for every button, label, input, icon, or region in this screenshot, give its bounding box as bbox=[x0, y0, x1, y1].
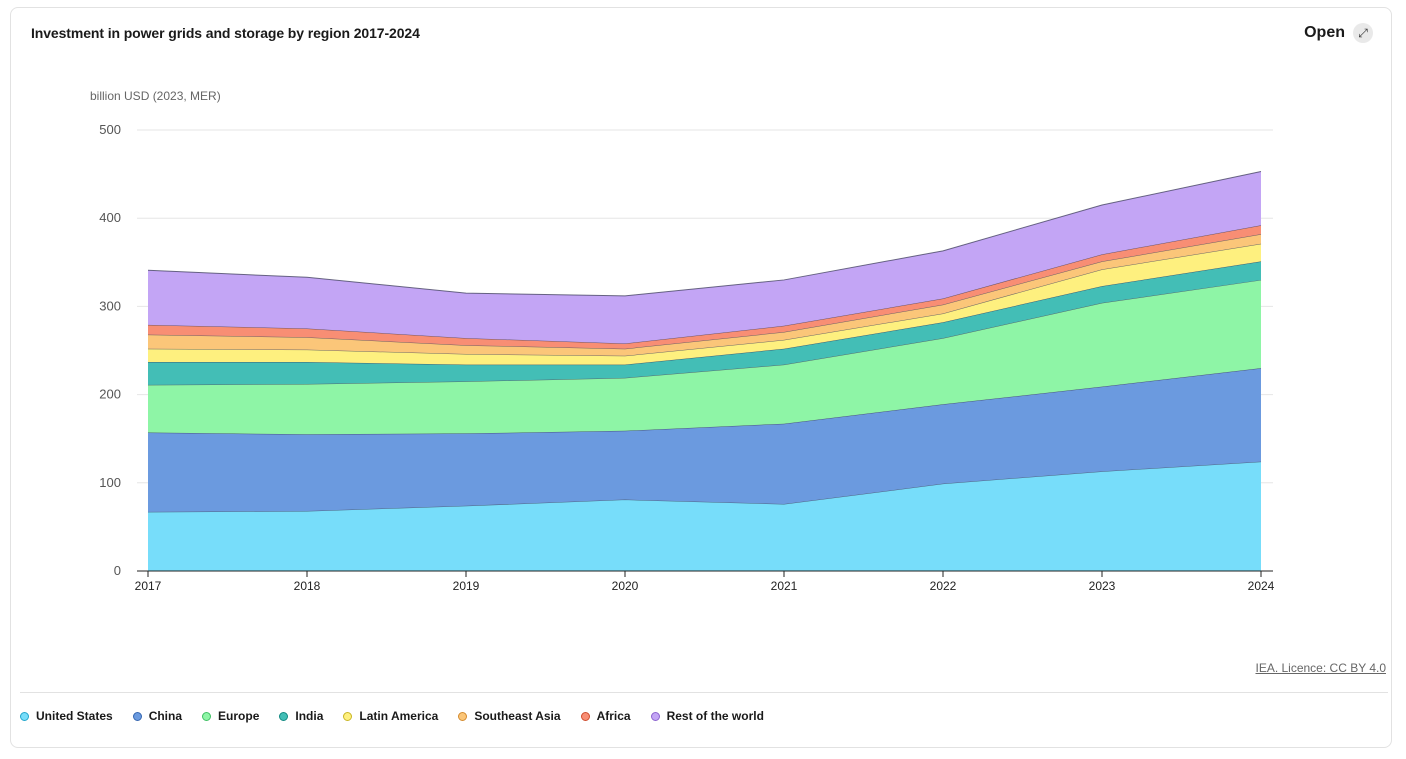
x-tick-label: 2020 bbox=[612, 579, 639, 593]
y-tick-label: 400 bbox=[99, 210, 121, 225]
y-tick-label: 0 bbox=[114, 563, 121, 578]
legend-dot-icon bbox=[650, 711, 660, 721]
area-series-4[interactable] bbox=[148, 243, 1261, 365]
legend-item[interactable]: Africa bbox=[580, 709, 631, 723]
legend-label: Africa bbox=[596, 709, 631, 723]
legend-label: India bbox=[295, 709, 324, 723]
x-tick-label: 2018 bbox=[294, 579, 321, 593]
legend-item[interactable]: Latin America bbox=[343, 709, 438, 723]
legend-item[interactable]: Europe bbox=[202, 709, 259, 723]
x-tick-label: 2023 bbox=[1089, 579, 1116, 593]
y-tick-label: 200 bbox=[99, 387, 121, 402]
chart-title: Investment in power grids and storage by… bbox=[31, 25, 420, 41]
area-series-3[interactable] bbox=[148, 261, 1261, 385]
legend-label: Rest of the world bbox=[666, 709, 764, 723]
legend-label: Europe bbox=[218, 709, 260, 723]
x-tick-label: 2022 bbox=[930, 579, 957, 593]
x-tick-label: 2021 bbox=[771, 579, 798, 593]
legend-dot-icon bbox=[279, 711, 289, 721]
legend-label: Southeast Asia bbox=[474, 709, 561, 723]
legend-divider bbox=[20, 692, 1388, 693]
area-series-1[interactable] bbox=[148, 368, 1261, 512]
x-tick-label: 2024 bbox=[1248, 579, 1275, 593]
area-series-0[interactable] bbox=[148, 461, 1261, 571]
legend-dot-icon bbox=[343, 711, 353, 721]
legend-dot-icon bbox=[458, 711, 468, 721]
licence-link[interactable]: IEA. Licence: CC BY 4.0 bbox=[1255, 661, 1386, 675]
legend-item[interactable]: Rest of the world bbox=[650, 709, 764, 723]
open-button[interactable]: Open ⤢ bbox=[1304, 23, 1373, 43]
legend-dot-icon bbox=[202, 711, 212, 721]
open-label: Open bbox=[1304, 24, 1345, 41]
area-edge-7 bbox=[147, 170, 1262, 297]
legend-item[interactable]: India bbox=[279, 709, 323, 723]
legend-label: China bbox=[148, 709, 183, 723]
legend-label: Latin America bbox=[359, 709, 439, 723]
legend-item[interactable]: Southeast Asia bbox=[458, 709, 561, 723]
y-tick-label: 300 bbox=[99, 298, 121, 313]
area-series-7[interactable] bbox=[148, 171, 1261, 344]
legend-label: United States bbox=[36, 709, 113, 723]
area-series-2[interactable] bbox=[148, 279, 1261, 435]
y-tick-label: 500 bbox=[99, 122, 121, 137]
x-tick-label: 2019 bbox=[453, 579, 480, 593]
y-axis-label: billion USD (2023, MER) bbox=[90, 89, 221, 103]
area-series-5[interactable] bbox=[148, 234, 1261, 356]
x-tick-label: 2017 bbox=[135, 579, 162, 593]
legend: United States China Europe India Latin Ameri… bbox=[20, 709, 764, 723]
area-series-6[interactable] bbox=[148, 225, 1261, 349]
legend-dot-icon bbox=[132, 711, 142, 721]
legend-dot-icon bbox=[580, 711, 590, 721]
expand-arrows-icon: ⤢ bbox=[1353, 23, 1373, 43]
legend-dot-icon bbox=[20, 711, 29, 721]
legend-item[interactable]: United States bbox=[20, 709, 113, 723]
legend-item[interactable]: China bbox=[132, 709, 183, 723]
y-tick-label: 100 bbox=[99, 475, 121, 490]
